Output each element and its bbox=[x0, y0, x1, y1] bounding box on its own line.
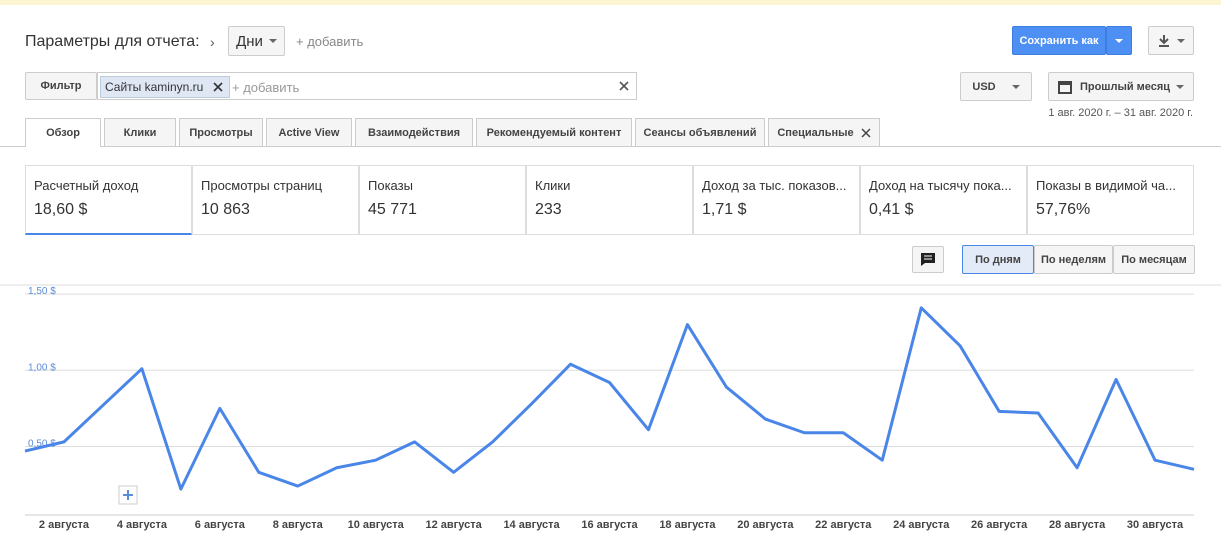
metric-label: Доход за тыс. показов... bbox=[702, 178, 847, 193]
metric-value: 18,60 $ bbox=[34, 201, 88, 218]
annotation-plus bbox=[123, 490, 133, 500]
x-tick-label: 8 августа bbox=[273, 519, 324, 531]
tab-label: Сеансы объявлений bbox=[643, 126, 757, 139]
x-tick-label: 20 августа bbox=[737, 519, 794, 531]
tab[interactable]: Обзор bbox=[25, 118, 101, 147]
x-tick-label: 10 августа bbox=[348, 519, 405, 531]
x-tick-label: 24 августа bbox=[893, 519, 950, 531]
x-tick-label: 30 августа bbox=[1127, 519, 1184, 531]
tab[interactable]: Специальные bbox=[768, 118, 880, 146]
date-range: 1 авг. 2020 г. – 31 авг. 2020 г. bbox=[1048, 107, 1193, 119]
currency-select[interactable]: USD bbox=[960, 72, 1032, 101]
x-tick-label: 16 августа bbox=[581, 519, 638, 531]
metric-value: 0,41 $ bbox=[869, 201, 914, 218]
tab-label: Active View bbox=[278, 126, 340, 139]
tab-label: Взаимодействия bbox=[367, 126, 461, 139]
metric-label: Доход на тысячу пока... bbox=[869, 178, 1012, 193]
period-label: Прошлый месяц bbox=[1079, 80, 1171, 93]
metric-card[interactable]: Клики 233 bbox=[526, 165, 693, 235]
metric-label: Клики bbox=[535, 178, 571, 193]
metric-value: 1,71 $ bbox=[702, 201, 747, 218]
filter-add[interactable]: + добавить bbox=[232, 80, 300, 95]
tab-label: Обзор bbox=[46, 127, 80, 139]
x-tick-label: 28 августа bbox=[1049, 519, 1106, 531]
metric-label: Расчетный доход bbox=[34, 178, 139, 193]
filter-chip-label: Сайты kaminyn.ru bbox=[105, 80, 204, 94]
top-bar bbox=[0, 0, 1221, 5]
data-line bbox=[24, 306, 1195, 491]
tab[interactable]: Клики bbox=[104, 118, 176, 146]
save-dropdown[interactable] bbox=[1106, 26, 1132, 55]
tab-label: Просмотры bbox=[189, 126, 253, 139]
annotation-button[interactable] bbox=[912, 246, 944, 273]
filter-box bbox=[97, 72, 637, 100]
comment-icon bbox=[921, 253, 935, 266]
x-tick-label: 4 августа bbox=[117, 519, 168, 531]
calendar-icon bbox=[1057, 80, 1072, 94]
chip-remove[interactable] bbox=[213, 82, 223, 92]
metric-card[interactable]: Доход за тыс. показов... 1,71 $ bbox=[693, 165, 860, 235]
x-tick-label: 22 августа bbox=[815, 519, 872, 531]
add-dimension[interactable]: + добавить bbox=[296, 34, 364, 49]
download-icon bbox=[1159, 34, 1169, 47]
tabs-divider bbox=[0, 146, 1221, 147]
tab[interactable]: Рекомендуемый контент bbox=[476, 118, 632, 146]
metric-label: Показы в видимой ча... bbox=[1036, 178, 1176, 193]
tab-close[interactable] bbox=[861, 127, 871, 138]
view-button[interactable]: По месяцам bbox=[1113, 245, 1195, 274]
tab[interactable]: Просмотры bbox=[179, 118, 263, 146]
tab-label: Клики bbox=[123, 126, 157, 139]
metric-value: 233 bbox=[535, 201, 562, 218]
currency-label: USD bbox=[972, 80, 996, 93]
tab-label: Специальные bbox=[777, 126, 854, 139]
dimension-label: Дни bbox=[236, 32, 263, 50]
download-button[interactable] bbox=[1148, 26, 1194, 55]
filter-chip[interactable]: Сайты kaminyn.ru bbox=[100, 76, 231, 98]
y-tick-label: 1,00 $ bbox=[28, 362, 56, 373]
period-select[interactable]: Прошлый месяц bbox=[1048, 72, 1194, 101]
x-tick-label: 26 августа bbox=[971, 519, 1028, 531]
metric-card[interactable]: Показы 45 771 bbox=[359, 165, 526, 235]
tab[interactable]: Active View bbox=[266, 118, 352, 146]
metric-label: Показы bbox=[368, 178, 413, 193]
metric-value: 10 863 bbox=[201, 201, 250, 218]
filter-clear[interactable] bbox=[619, 81, 629, 91]
x-tick-label: 14 августа bbox=[503, 519, 560, 531]
x-tick-label: 6 августа bbox=[195, 519, 246, 531]
chart: 0,50 $ 1,00 $ 1,50 $ 2 августа 4 августа 6 ав… bbox=[0, 284, 1221, 531]
x-tick-label: 12 августа bbox=[426, 519, 483, 531]
y-tick-label: 0,50 $ bbox=[28, 438, 56, 449]
metric-value: 45 771 bbox=[368, 201, 417, 218]
x-tick-label: 2 августа bbox=[39, 519, 90, 531]
view-button[interactable]: По неделям bbox=[1034, 245, 1113, 274]
chevron: › bbox=[210, 34, 215, 50]
filter-label[interactable]: Фильтр bbox=[25, 72, 97, 100]
metric-card[interactable]: Показы в видимой ча... 57,76% bbox=[1027, 165, 1194, 235]
params-title: Параметры для отчета: bbox=[25, 33, 200, 50]
y-tick-label: 1,50 $ bbox=[28, 286, 56, 297]
view-button[interactable]: По дням bbox=[962, 245, 1034, 274]
tab[interactable]: Взаимодействия bbox=[355, 118, 473, 146]
metric-card[interactable]: Расчетный доход 18,60 $ bbox=[25, 165, 192, 235]
x-tick-label: 18 августа bbox=[659, 519, 716, 531]
metric-value: 57,76% bbox=[1036, 201, 1091, 218]
metric-card[interactable]: Доход на тысячу пока... 0,41 $ bbox=[860, 165, 1027, 235]
tab-label: Рекомендуемый контент bbox=[486, 126, 622, 139]
dimension-select[interactable]: Дни bbox=[228, 26, 285, 56]
metric-label: Просмотры страниц bbox=[201, 178, 323, 193]
save-button[interactable]: Сохранить как bbox=[1012, 26, 1106, 55]
metric-card[interactable]: Просмотры страниц 10 863 bbox=[192, 165, 359, 235]
tab[interactable]: Сеансы объявлений bbox=[635, 118, 765, 146]
